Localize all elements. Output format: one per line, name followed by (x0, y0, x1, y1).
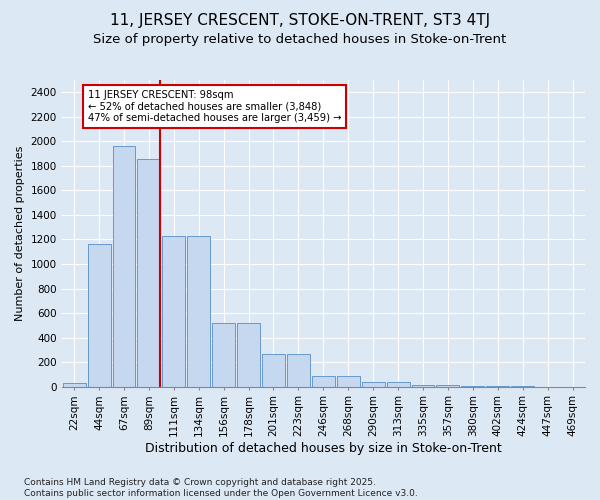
Bar (362, 382, 385, 386)
Bar (113, 146, 136, 386)
Bar (88, 244, 110, 386)
Bar (212, 323, 235, 386)
X-axis label: Distribution of detached houses by size in Stoke-on-Trent: Distribution of detached houses by size … (145, 442, 502, 455)
Text: Size of property relative to detached houses in Stoke-on-Trent: Size of property relative to detached ho… (94, 32, 506, 46)
Bar (386, 382, 410, 386)
Text: 11, JERSEY CRESCENT, STOKE-ON-TRENT, ST3 4TJ: 11, JERSEY CRESCENT, STOKE-ON-TRENT, ST3… (110, 12, 490, 28)
Bar (287, 354, 310, 386)
Bar (436, 385, 460, 386)
Bar (187, 236, 210, 386)
Bar (262, 354, 285, 386)
Bar (163, 236, 185, 386)
Text: Contains HM Land Registry data © Crown copyright and database right 2025.
Contai: Contains HM Land Registry data © Crown c… (24, 478, 418, 498)
Bar (312, 376, 335, 386)
Bar (412, 385, 434, 386)
Bar (337, 376, 360, 386)
Bar (62, 383, 86, 386)
Bar (137, 158, 160, 386)
Bar (237, 323, 260, 386)
Y-axis label: Number of detached properties: Number of detached properties (15, 146, 25, 321)
Text: 11 JERSEY CRESCENT: 98sqm
← 52% of detached houses are smaller (3,848)
47% of se: 11 JERSEY CRESCENT: 98sqm ← 52% of detac… (88, 90, 341, 123)
